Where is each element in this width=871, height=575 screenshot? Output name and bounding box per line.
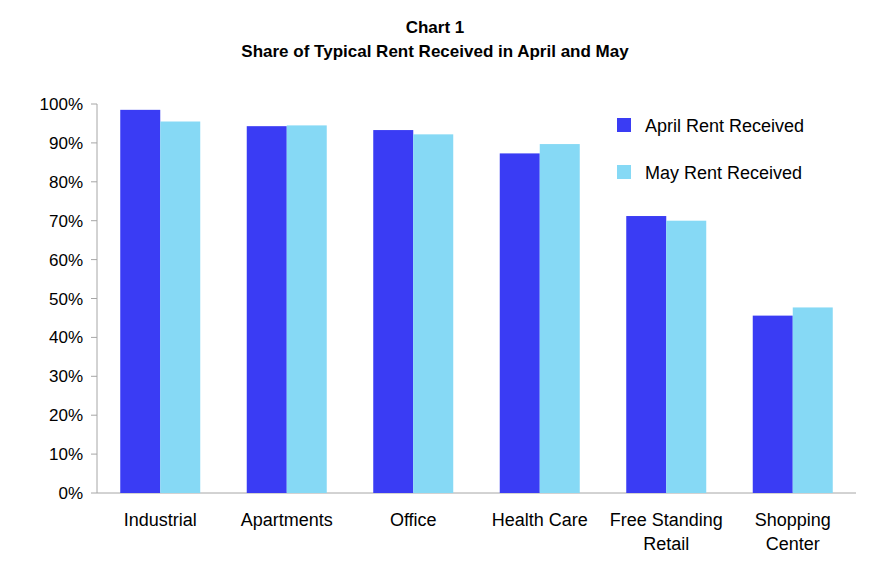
y-tick-label: 70% (49, 212, 83, 231)
y-tick (91, 493, 97, 494)
x-axis-line (97, 493, 856, 494)
bar (540, 144, 580, 493)
label-line: Industrial (124, 510, 197, 530)
x-tick-label: Free Standing Retail (610, 510, 723, 554)
y-tick-label: 10% (49, 445, 83, 464)
y-tick (91, 104, 97, 105)
legend-swatch (617, 165, 631, 179)
y-tick-label: 0% (58, 484, 83, 503)
title: Chart 1 (406, 18, 465, 37)
legend: April Rent Received May Rent Received (617, 116, 804, 183)
y-tick (91, 376, 97, 377)
x-tick-label: Health Care (492, 510, 588, 530)
legend-label: May Rent Received (645, 163, 802, 183)
chart-svg: Chart 1 Share of Typical Rent Received in… (0, 0, 871, 575)
y-tick (91, 181, 97, 182)
x-tick-label: Shopping Center (755, 510, 831, 554)
bar (666, 221, 706, 493)
chart-container: Chart 1 Share of Typical Rent Received in… (0, 0, 871, 575)
legend-swatch (617, 118, 631, 132)
x-tick-label: Office (390, 510, 437, 530)
y-tick (91, 415, 97, 416)
y-tick-label: 20% (49, 406, 83, 425)
y-tick-label: 50% (49, 290, 83, 309)
y-tick (91, 220, 97, 221)
label-line: Free Standing (610, 510, 723, 530)
y-tick-label: 40% (49, 328, 83, 347)
y-tick-label: 90% (49, 134, 83, 153)
y-tick (91, 337, 97, 338)
label-line: Apartments (241, 510, 333, 530)
y-tick-label: 80% (49, 173, 83, 192)
y-tick (91, 298, 97, 299)
subtitle: Share of Typical Rent Received in April … (241, 42, 629, 61)
label-line: Office (390, 510, 437, 530)
label-line: Retail (643, 534, 689, 554)
bar (120, 110, 160, 493)
label-line: Health Care (492, 510, 588, 530)
y-tick (91, 142, 97, 143)
bar (500, 153, 540, 493)
legend-label: April Rent Received (645, 116, 804, 136)
bar (247, 126, 287, 493)
bars (120, 110, 833, 493)
bar (753, 316, 793, 493)
y-tick (91, 454, 97, 455)
y-tick (91, 259, 97, 260)
bar (373, 130, 413, 493)
label-line: Shopping (755, 510, 831, 530)
x-tick-label: Industrial (124, 510, 197, 530)
bar (793, 307, 833, 493)
x-tick-label: Apartments (241, 510, 333, 530)
y-tick-label: 100% (40, 95, 83, 114)
bar (626, 216, 666, 493)
bar (160, 122, 200, 493)
label-line: Center (766, 534, 820, 554)
bar (413, 134, 453, 493)
y-tick-label: 60% (49, 251, 83, 270)
bar (287, 125, 327, 493)
y-tick-label: 30% (49, 367, 83, 386)
